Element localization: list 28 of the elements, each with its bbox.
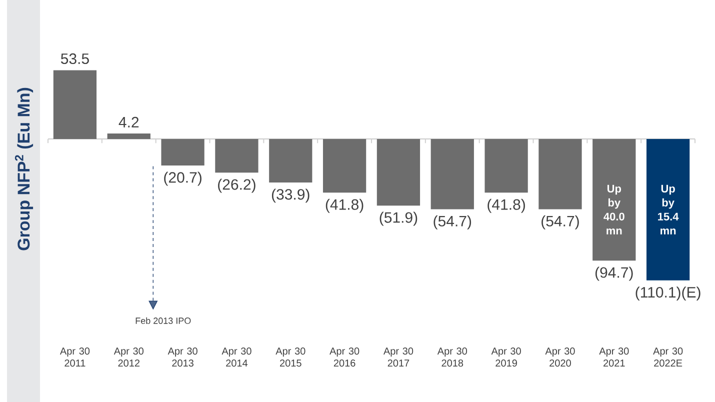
annotation: Up by 15.4 mn: [658, 184, 679, 234]
data-label: (51.9): [380, 212, 418, 226]
data-label: (26.2): [218, 178, 256, 193]
data-label: (54.7): [542, 215, 579, 230]
data-label: (54.7): [434, 215, 472, 230]
data-label: (110.1)(E): [636, 286, 700, 301]
x-tick-label: Apr 30 2017: [383, 348, 414, 367]
x-tick-label: Apr 30 2011: [60, 348, 90, 367]
text: Feb 2013 IPO: [136, 317, 191, 324]
annotation: Up by 40.0 mn: [604, 184, 624, 234]
x-tick-label: Apr 30 2013: [168, 348, 198, 367]
x-tick-label: Apr 30 2019: [491, 348, 521, 367]
data-label: (94.7): [595, 266, 633, 281]
x-tick-label: Apr 30 2012: [114, 348, 144, 367]
x-tick-label: Apr 30 2016: [330, 348, 360, 367]
data-label: 53.5: [60, 53, 89, 64]
x-tick-label: Apr 30 2014: [222, 348, 252, 367]
data-label: (20.7): [164, 172, 202, 186]
y-axis-title: Group NFP$^{2}$ (Eu Mn): [14, 88, 34, 250]
data-label: 4.2: [118, 116, 139, 128]
x-tick-label: Apr 30 2021: [599, 348, 629, 367]
data-label: (41.8): [488, 198, 525, 213]
x-tick-label: Apr 30 2022E: [653, 348, 683, 367]
data-label: (33.9): [272, 188, 310, 203]
x-tick-label: Apr 30 2015: [276, 348, 306, 367]
x-tick-label: Apr 30 2018: [437, 348, 467, 367]
x-tick-label: Apr 30 2020: [545, 348, 575, 367]
data-label: (41.8): [326, 198, 364, 213]
